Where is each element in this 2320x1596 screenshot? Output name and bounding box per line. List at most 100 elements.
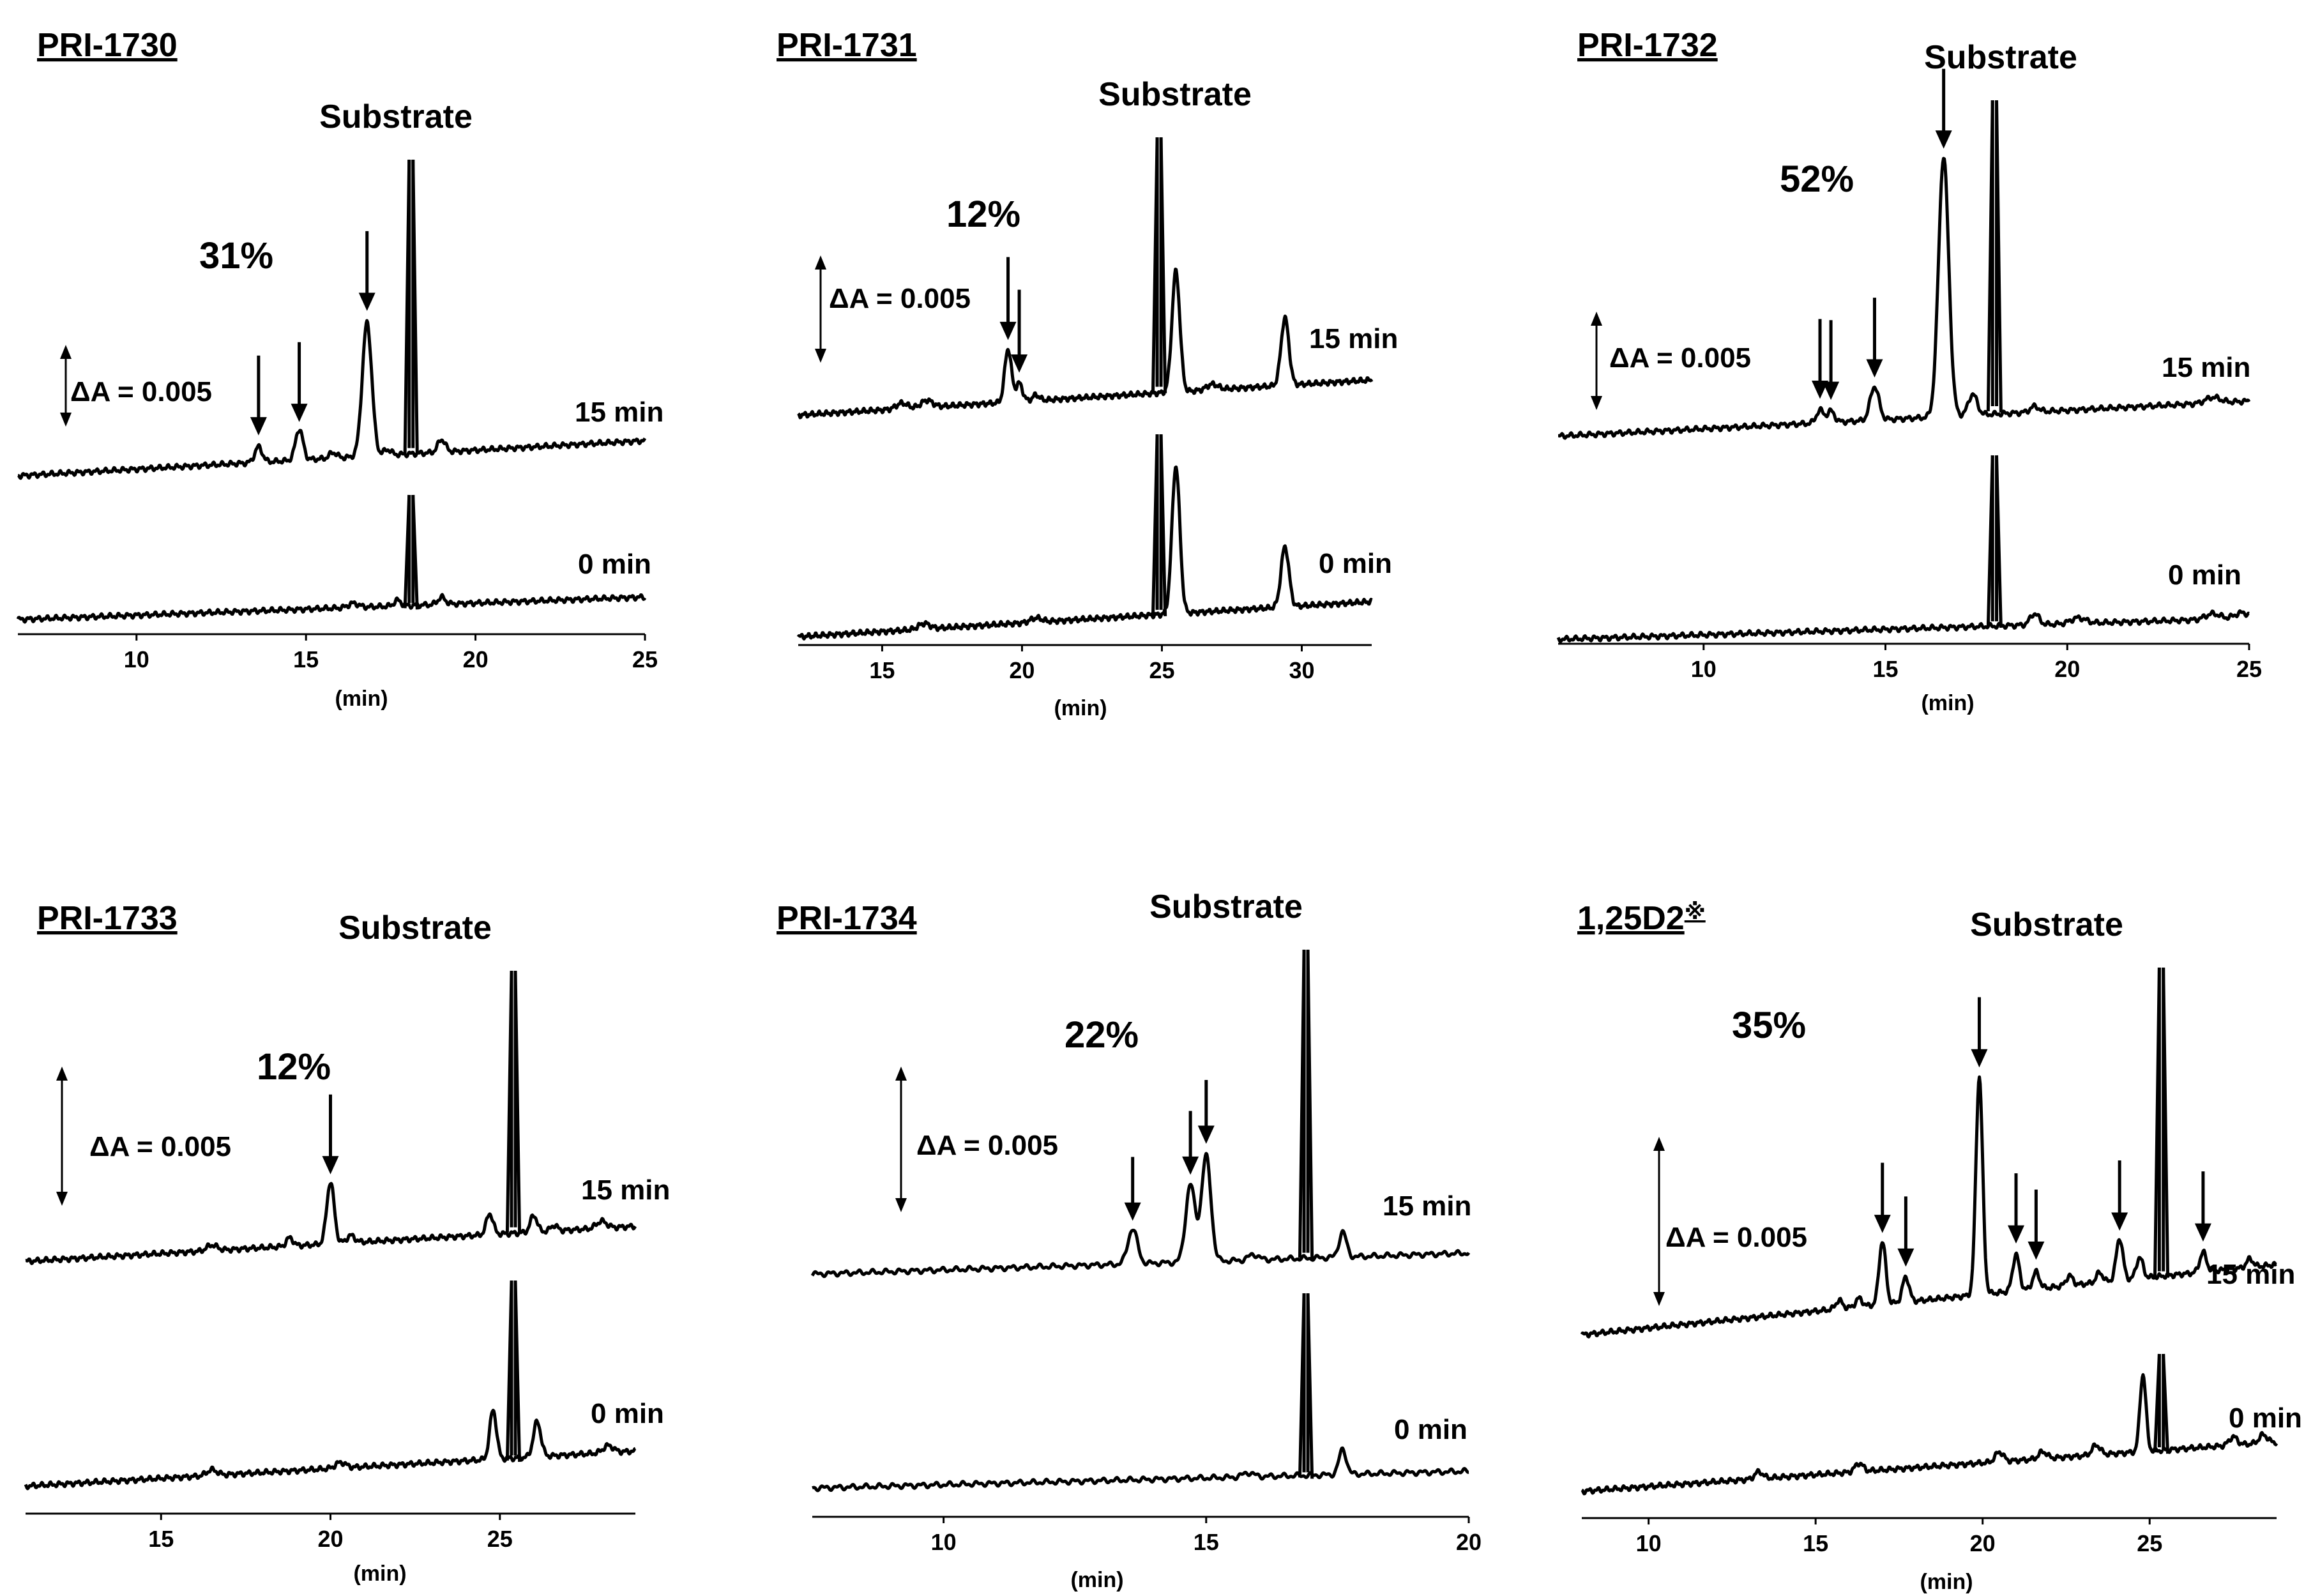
trace-15-min: 15 min: [1557, 68, 2251, 440]
x-tick-label: 10: [931, 1529, 957, 1555]
panel-title: PRI-1734: [777, 900, 917, 937]
trace-15-min: 15 min: [810, 949, 1471, 1279]
x-axis-unit: (min): [353, 1562, 406, 1586]
panel-title-mark: ※: [1685, 900, 1706, 924]
trace-0-min: 0 min: [1556, 455, 2250, 644]
scale-bar-bottom-arrow: [1653, 1292, 1665, 1306]
time-label: 0 min: [591, 1398, 664, 1429]
substrate-label: Substrate: [319, 98, 473, 135]
substrate-peak-gap: [513, 1281, 514, 1458]
x-tick-label: 25: [487, 1526, 513, 1552]
x-tick-label: 10: [124, 646, 149, 673]
x-tick-label: 10: [1636, 1530, 1662, 1556]
substrate-label: Substrate: [1970, 906, 2123, 943]
metabolite-arrow-head: [1935, 130, 1952, 149]
scale-bar-bottom-arrow: [895, 1198, 907, 1212]
metabolite-arrow-head: [2194, 1223, 2211, 1242]
chromatogram-line: [797, 268, 1374, 420]
chromatogram-line: [811, 1446, 1470, 1493]
x-tick-label: 20: [2054, 656, 2080, 682]
x-axis-unit: (min): [1054, 696, 1107, 720]
x-tick-label: 30: [1289, 657, 1314, 683]
substrate-peak-gap: [1994, 455, 1996, 624]
x-tick-label: 20: [1456, 1529, 1482, 1555]
substrate-peak-gap: [2160, 1354, 2162, 1450]
chromatogram-line: [810, 1151, 1471, 1279]
trace-0-min: 0 min: [1581, 1353, 2302, 1496]
chromatogram-panel-1: PRI-1730 Substrate 31% ΔA = 0.005 10 15 20 25 (m…: [16, 27, 663, 711]
x-axis-unit: (min): [1920, 1570, 1973, 1594]
x-tick-label: 15: [293, 646, 319, 673]
conversion-label: 52%: [1780, 158, 1854, 200]
x-tick-label: 25: [2137, 1530, 2162, 1556]
metabolite-arrow-head: [1874, 1215, 1891, 1233]
panel-title: PRI-1732: [1577, 27, 1718, 64]
metabolite-arrow-head: [2008, 1225, 2024, 1244]
x-tick-label: 15: [1803, 1530, 1828, 1556]
chromatogram-panel-6: 1,25D2※ Substrate 35% ΔA = 0.005 10 15 20 25 (mi…: [1577, 900, 2302, 1594]
trace-0-min: 0 min: [811, 1293, 1470, 1493]
substrate-label: Substrate: [338, 909, 492, 946]
panel-title: PRI-1730: [37, 27, 178, 64]
substrate-peak-gap: [513, 971, 514, 1230]
conversion-label: 12%: [257, 1046, 331, 1088]
chromatogram-line: [1557, 156, 2251, 440]
chromatogram-line: [24, 1182, 637, 1265]
scale-label: ΔA = 0.005: [829, 283, 971, 314]
chromatogram-panel-2: PRI-1731 Substrate 12% ΔA = 0.005 15 20 25 30 (m…: [777, 27, 1398, 720]
time-label: 0 min: [578, 549, 651, 580]
panel-title: PRI-1731: [777, 27, 917, 64]
conversion-label: 35%: [1732, 1005, 1806, 1046]
time-label: 15 min: [1383, 1190, 1471, 1222]
metabolite-arrow-head: [1897, 1248, 1914, 1267]
chromatogram-line: [24, 1408, 637, 1491]
substrate-peak-gap: [1158, 137, 1160, 390]
metabolite-arrow-head: [358, 293, 375, 311]
time-label: 0 min: [1394, 1414, 1467, 1445]
x-tick-label: 20: [317, 1526, 343, 1552]
x-tick-label: 25: [2236, 656, 2262, 682]
time-label: 15 min: [575, 397, 663, 428]
scale-label: ΔA = 0.005: [89, 1131, 231, 1162]
time-label: 0 min: [2168, 559, 2241, 591]
metabolite-arrow-head: [1812, 380, 1829, 399]
scale-bar-top-arrow: [895, 1067, 907, 1081]
x-tick-label: 20: [463, 646, 489, 673]
x-axis-unit: (min): [335, 687, 388, 711]
scale-label: ΔA = 0.005: [1609, 342, 1751, 374]
chromatogram-line: [17, 319, 647, 480]
chromatogram-line: [1556, 609, 2250, 644]
time-label: 15 min: [2206, 1259, 2295, 1290]
substrate-peak-gap: [1305, 950, 1307, 1256]
x-tick-label: 20: [1009, 657, 1035, 683]
chromatogram-line: [1580, 1075, 2278, 1339]
metabolite-arrow-head: [1971, 1049, 1988, 1068]
substrate-peak-gap: [2160, 968, 2162, 1274]
x-tick-label: 15: [148, 1526, 174, 1552]
substrate-label: Substrate: [1149, 888, 1303, 925]
x-tick-label: 10: [1691, 656, 1717, 682]
metabolite-arrow-head: [999, 321, 1017, 340]
x-tick-label: 25: [1149, 657, 1174, 683]
metabolite-arrow-head: [1182, 1156, 1199, 1175]
scale-bar-top-arrow: [815, 255, 826, 270]
chromatogram-line: [16, 593, 647, 624]
chromatogram-line: [1581, 1373, 2278, 1496]
scale-bar-top-arrow: [1653, 1137, 1665, 1151]
scale-bar-bottom-arrow: [60, 413, 72, 427]
time-label: 15 min: [581, 1174, 670, 1206]
trace-0-min: 0 min: [24, 1280, 664, 1491]
substrate-label: Substrate: [1098, 76, 1252, 113]
scale-bar-top-arrow: [1591, 312, 1602, 326]
metabolite-arrow-head: [2111, 1212, 2128, 1231]
scale-label: ΔA = 0.005: [70, 376, 212, 407]
conversion-label: 22%: [1065, 1014, 1139, 1056]
scale-bar-bottom-arrow: [815, 349, 826, 363]
scale-bar-bottom-arrow: [1591, 396, 1602, 410]
metabolite-arrow-head: [1823, 381, 1840, 400]
chromatogram-line: [796, 465, 1373, 641]
metabolite-arrow-head: [322, 1156, 339, 1174]
metabolite-arrow-head: [1124, 1202, 1141, 1221]
x-axis-unit: (min): [1921, 691, 1974, 715]
